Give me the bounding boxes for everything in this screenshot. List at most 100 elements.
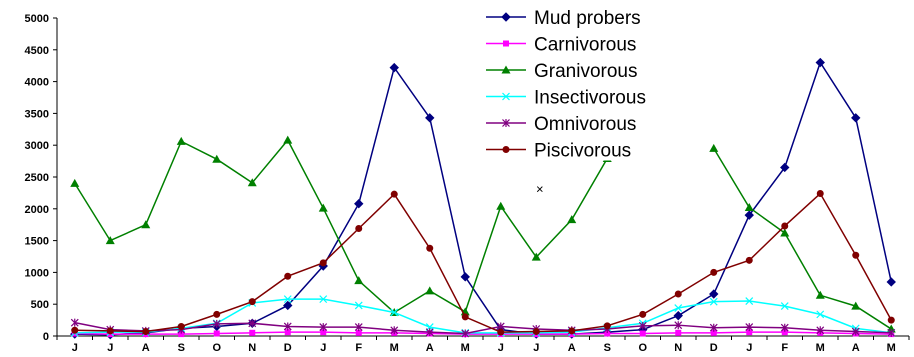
data-point-omnivorous	[461, 329, 470, 338]
legend-marker-omnivorous	[502, 119, 510, 127]
legend-entry-background	[484, 32, 702, 55]
y-tick-label: 2000	[25, 204, 49, 216]
data-point-piscivorous	[603, 322, 611, 330]
series-line-carnivorous	[74, 331, 892, 335]
x-tick-label: D	[284, 342, 292, 354]
legend-entry-carnivorous: Carnivorous	[484, 32, 702, 56]
x-tick-label: J	[320, 342, 326, 354]
series-line-granivorous	[713, 147, 892, 330]
x-tick-label: A	[568, 342, 576, 354]
x-tick-label: O	[212, 342, 221, 354]
axes: 0 500 1000 1500 2000 2500 3000 3500 4000 4500 5000…	[25, 13, 910, 354]
x-tick-label: J	[746, 342, 752, 354]
series-line-piscivorous	[74, 192, 892, 333]
legend-marker-granivorous	[501, 65, 511, 74]
legend-entry-background	[484, 59, 702, 81]
legend-entry-mud-probers: Mud probers	[484, 6, 702, 29]
legend-label-insectivorous: Insectivorous	[534, 88, 646, 109]
data-point-granivorous	[105, 236, 115, 245]
data-point-piscivorous	[568, 327, 576, 335]
legend-label-omnivorous: Omnivorous	[534, 114, 636, 135]
x-tick-label: M	[887, 342, 896, 354]
data-point-insectivorous	[780, 302, 789, 311]
data-point-piscivorous	[639, 310, 647, 318]
data-point-insectivorous	[283, 295, 292, 304]
legend-marker-mud-probers	[501, 12, 511, 22]
data-point-granivorous	[815, 290, 825, 299]
data-point-piscivorous	[816, 190, 824, 198]
y-tick-label: 3500	[25, 108, 49, 120]
data-point-insectivorous	[745, 297, 754, 305]
data-point-piscivorous	[142, 328, 150, 336]
data-point-piscivorous	[177, 322, 185, 330]
legend-marker-carnivorous	[503, 40, 509, 47]
data-point-granivorous	[851, 301, 861, 310]
data-point-mud-probers	[425, 113, 435, 123]
y-tick-label: 3000	[25, 140, 49, 152]
data-point-insectivorous	[709, 297, 718, 306]
x-tick-label: M	[461, 342, 470, 354]
data-point-granivorous	[283, 135, 293, 144]
series-line-granivorous	[74, 138, 608, 314]
data-point-piscivorous	[319, 259, 327, 267]
legend-entry-background	[484, 6, 702, 28]
data-point-piscivorous	[106, 327, 114, 335]
legend-label-piscivorous: Piscivorous	[534, 141, 631, 162]
data-point-piscivorous	[71, 326, 79, 334]
data-point-omnivorous	[745, 323, 754, 332]
x-tick-label: O	[638, 342, 647, 354]
x-tick-label: N	[674, 342, 682, 354]
legend: Mud probers Carnivorous Granivorous Insecti…	[484, 6, 702, 162]
legend-label-granivorous: Granivorous	[534, 61, 638, 82]
data-point-piscivorous	[852, 251, 860, 259]
series-line-mud-probers	[74, 60, 892, 336]
data-point-mud-probers	[673, 310, 683, 321]
x-tick-label: J	[533, 342, 539, 354]
x-tick-label: S	[604, 342, 611, 354]
data-point-mud-probers	[780, 162, 790, 173]
data-point-omnivorous	[319, 323, 328, 332]
data-point-granivorous	[70, 178, 80, 187]
data-point-mud-probers	[886, 277, 896, 287]
y-tick-label: 1500	[25, 236, 49, 248]
legend-entry-piscivorous: Piscivorous	[484, 138, 702, 162]
series-line-omnivorous	[74, 321, 892, 335]
data-point-mud-probers	[460, 272, 470, 282]
data-point-piscivorous	[710, 268, 718, 276]
data-point-omnivorous	[887, 328, 896, 337]
x-tick-label: A	[852, 342, 860, 354]
y-tick-label: 4000	[25, 77, 49, 89]
legend-entry-background	[484, 85, 702, 108]
data-point-granivorous	[425, 286, 435, 295]
legend-entry-granivorous: Granivorous	[484, 59, 702, 82]
data-point-granivorous	[354, 276, 364, 285]
legend-label-carnivorous: Carnivorous	[534, 35, 636, 56]
data-point-piscivorous	[887, 316, 895, 324]
y-tick-label: 0	[43, 331, 49, 343]
series-mud-probers	[70, 57, 896, 340]
data-point-piscivorous	[745, 256, 753, 264]
data-point-mud-probers	[744, 210, 754, 220]
data-point-granivorous	[141, 220, 151, 229]
data-point-carnivorous	[178, 331, 185, 338]
data-point-omnivorous	[283, 322, 292, 331]
y-tick-label: 4500	[25, 45, 49, 57]
data-point-granivorous	[176, 136, 186, 145]
data-point-granivorous	[531, 252, 541, 261]
data-point-mud-probers	[709, 289, 719, 299]
data-point-piscivorous	[426, 244, 434, 252]
data-point-granivorous	[212, 154, 222, 163]
data-point-mud-probers	[851, 113, 861, 123]
data-point-piscivorous	[497, 328, 505, 336]
y-tick-label: 500	[31, 299, 49, 311]
data-point-carnivorous	[781, 329, 788, 336]
data-point-piscivorous	[532, 328, 540, 336]
legend-entry-insectivorous: Insectivorous	[484, 85, 702, 109]
data-point-omnivorous	[390, 326, 399, 335]
x-tick-label: N	[248, 342, 256, 354]
annotation-mark: ×	[536, 182, 544, 197]
data-point-insectivorous	[354, 301, 363, 310]
legend-marker-piscivorous	[502, 146, 510, 153]
data-point-carnivorous	[639, 330, 646, 337]
